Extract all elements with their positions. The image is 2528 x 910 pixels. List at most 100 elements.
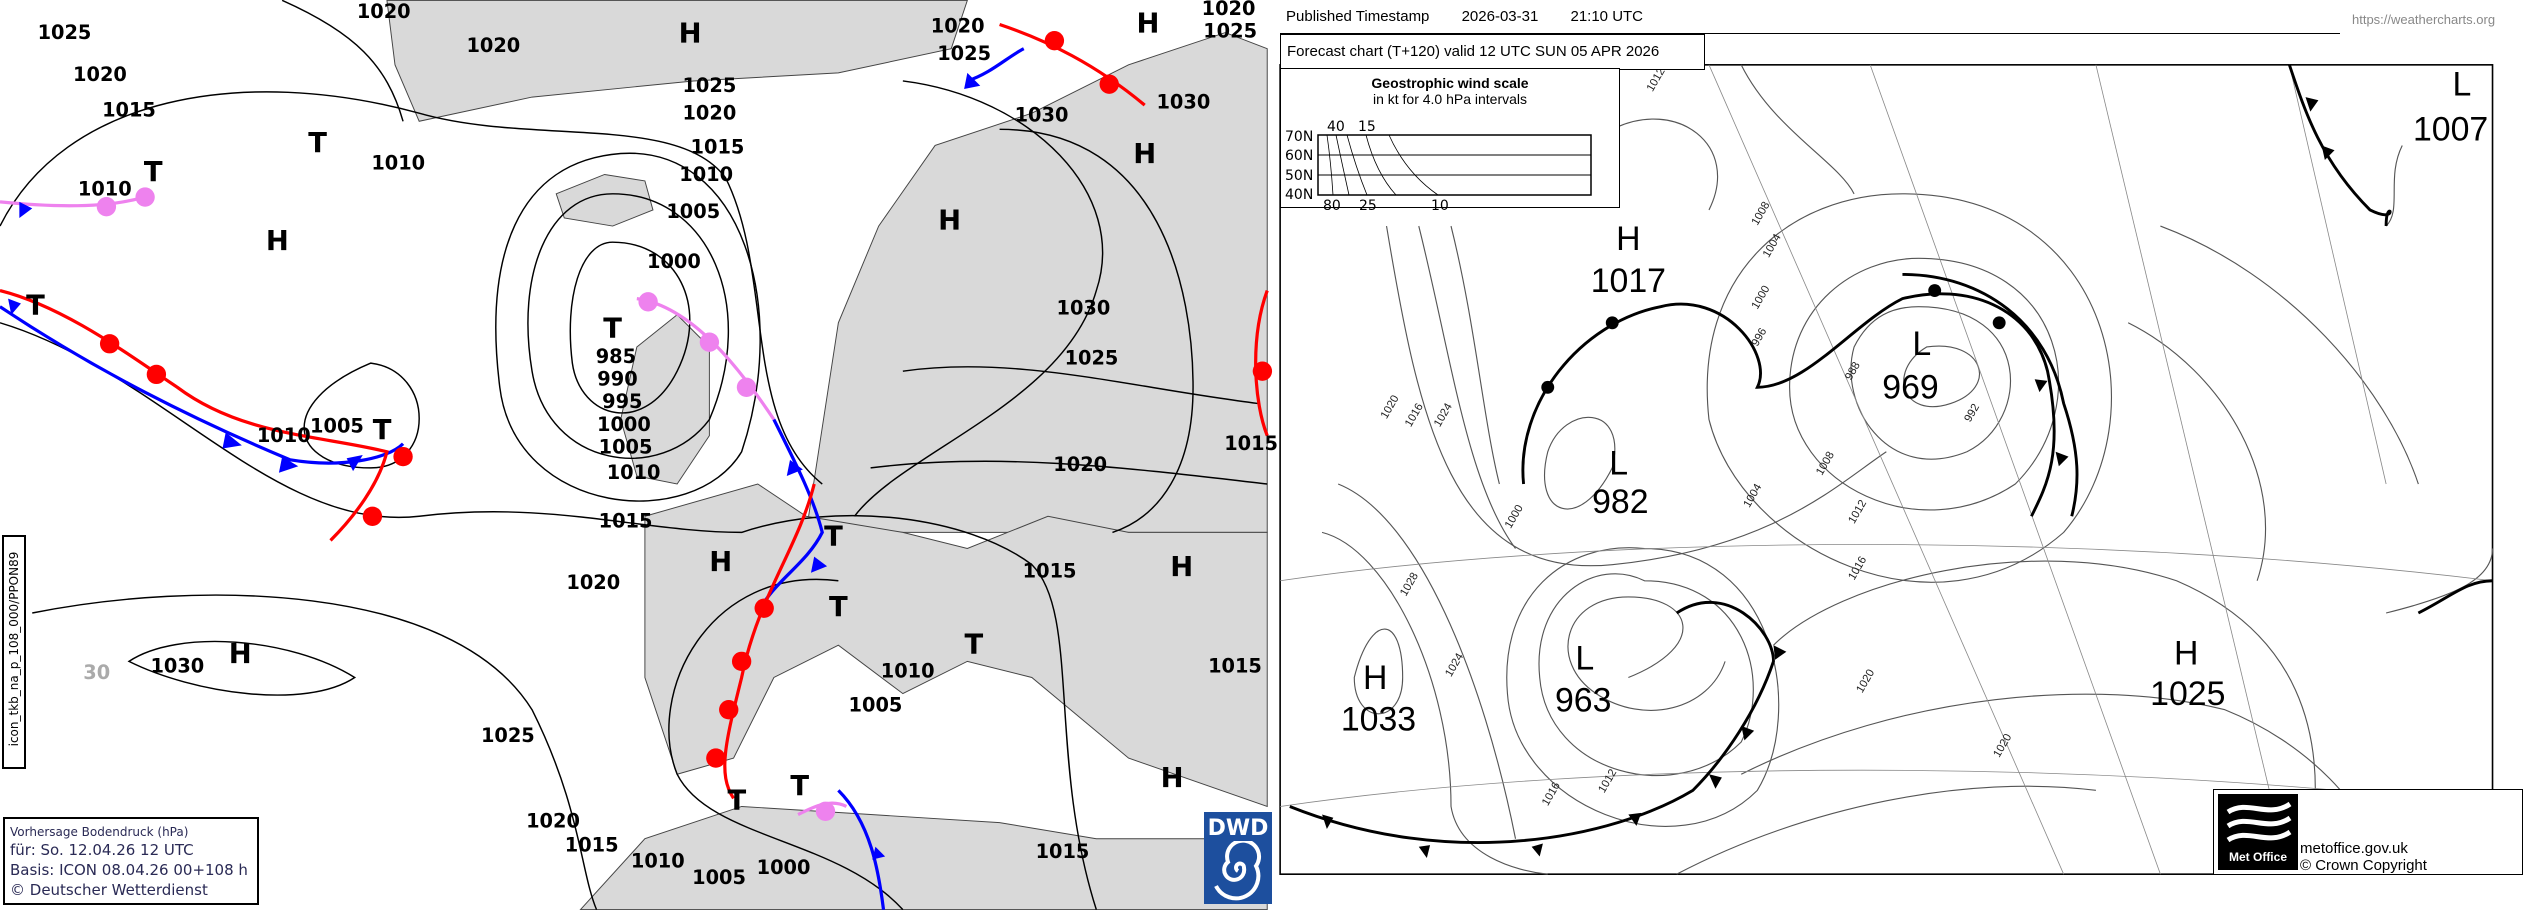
wind-scale-graph: 70N 60N 50N 40N 40 15 80 25 10 (1285, 119, 1592, 213)
bottom-10: 10 (1431, 198, 1449, 213)
high-centre-label: H (2174, 635, 2198, 673)
isobar-label: 995 (602, 390, 642, 413)
metoffice-copyright: © Crown Copyright (2300, 857, 2427, 874)
metoffice-centre-labels: H1017L969L982L963H1033H1025L100710121008… (1341, 65, 2488, 808)
cold-front-4 (966, 47, 1025, 83)
spiral-icon (1214, 838, 1262, 901)
isobar-label: 1015 (1224, 432, 1278, 455)
isobar-label: 1025 (1065, 347, 1119, 370)
isobar-label: 1025 (38, 21, 92, 44)
low-pressure-label: T (144, 157, 163, 188)
lat-60n: 60N (1285, 148, 1313, 164)
forecast-title-text: Forecast chart (T+120) valid 12 UTC SUN … (1287, 43, 1660, 60)
centre-pressure-value: 1033 (1341, 701, 1416, 739)
legend-title: Vorhersage Bodendruck (hPa) (10, 825, 189, 839)
centre-pressure-value: 1007 (2413, 111, 2488, 149)
dwd-logo-text: DWD (1207, 816, 1269, 841)
isobar-label: 1020 (526, 809, 580, 832)
isobar-label: 1015 (1036, 840, 1090, 863)
low-pressure-label: T (603, 313, 622, 344)
lat-40n: 40N (1285, 187, 1313, 203)
published-date: 2026-03-31 (1461, 8, 1539, 25)
top-15: 15 (1358, 119, 1376, 135)
isobar-label: 1005 (666, 200, 720, 223)
legend-basis: Basis: ICON 08.04.26 00+108 h (10, 861, 248, 879)
high-pressure-label: H (709, 547, 732, 578)
isobar-label: 990 (597, 368, 637, 391)
isobar-label: 1020 (566, 571, 620, 594)
metoffice-logo-box: Met Office metoffice.gov.uk © Crown Copyr… (2213, 789, 2523, 875)
centre-pressure-value: 1017 (1591, 262, 1666, 300)
dwd-logo: DWD (1204, 812, 1272, 904)
isobar-label: 1025 (1203, 19, 1257, 42)
dwd-legend: Vorhersage Bodendruck (hPa) für: So. 12.… (3, 817, 259, 905)
isobar-label: 1030 (1015, 103, 1069, 126)
metoffice-logo: Met Office (2218, 794, 2298, 870)
low-centre-label: L (1609, 444, 1628, 482)
lat-50n: 50N (1285, 168, 1313, 184)
forecast-title: Forecast chart (T+120) valid 12 UTC SUN … (1280, 34, 1705, 70)
high-pressure-label: H (938, 205, 961, 236)
isobar-label: 1030 (150, 655, 204, 678)
low-pressure-label: T (790, 771, 809, 802)
centre-pressure-value: 969 (1882, 369, 1938, 407)
cold-front-3 (837, 789, 886, 910)
iceland (555, 173, 654, 227)
isobar-label: 1020 (682, 102, 736, 125)
bottom-25: 25 (1359, 198, 1377, 213)
legend-valid: für: So. 12.04.26 12 UTC (10, 841, 194, 859)
isobar-label: 1010 (78, 177, 132, 200)
metoffice-logo-name: Met Office (2228, 850, 2287, 864)
wind-scale-title: Geostrophic wind scale (1371, 75, 1529, 91)
metoffice-site[interactable]: metoffice.gov.uk (2300, 840, 2408, 857)
isobar-label: 1010 (679, 163, 733, 186)
cold-front (0, 305, 405, 465)
metoffice-fronts (1289, 64, 2493, 859)
dwd-product-id: icon_tkb_na_p_108_000/PPON89 (2, 535, 26, 769)
published-time: 21:10 UTC (1570, 8, 1644, 25)
isobar-label: 1000 (647, 250, 701, 273)
isobar-label: 1010 (371, 152, 425, 175)
isobar-label: 1010 (631, 850, 685, 873)
isobar-label: 1025 (682, 74, 736, 97)
low-pressure-label: T (26, 291, 45, 322)
low-pressure-label: T (824, 521, 843, 552)
isobar-label: 1000 (757, 856, 811, 879)
isobar-label: 1020 (931, 15, 985, 38)
isobar-label: 1000 (597, 413, 651, 436)
high-pressure-label: H (1136, 9, 1159, 40)
centre-pressure-value: 1025 (2150, 675, 2225, 713)
published-timestamp-bar: Published Timestamp 2026-03-31 21:10 UTC (1280, 0, 2340, 34)
high-pressure-label: H (266, 226, 289, 257)
isobar-label: 1015 (691, 136, 745, 159)
wind-scale-subtitle: in kt for 4.0 hPa intervals (1372, 91, 1528, 107)
isobar-label: 1025 (481, 724, 535, 747)
high-pressure-label: H (1161, 763, 1184, 794)
isobar-label: 1020 (357, 0, 411, 23)
wind-scale-box: Geostrophic wind scale in kt for 4.0 hPa… (1280, 68, 1620, 213)
source-url[interactable]: https://weathercharts.org (2352, 12, 2496, 27)
top-40: 40 (1327, 119, 1345, 135)
isobar-label: 1020 (73, 63, 127, 86)
high-centre-label: H (1363, 659, 1387, 697)
greenland (386, 0, 968, 122)
isobar-label: 1015 (1023, 560, 1077, 583)
isobar-label: 1020 (1202, 0, 1256, 20)
low-centre-label: L (1912, 325, 1931, 363)
isobar-label: 1010 (881, 659, 935, 682)
high-pressure-label: H (1133, 139, 1156, 170)
published-label: Published Timestamp (1286, 8, 1430, 25)
cold-front-2 (756, 418, 824, 614)
isobar-label: 1005 (849, 693, 903, 716)
low-centre-label: L (2452, 65, 2471, 103)
isobar-label: 1030 (1156, 90, 1210, 113)
high-centre-label: H (1616, 220, 1640, 258)
isobar-label: 1005 (310, 414, 364, 437)
metoffice-grid (1280, 64, 2493, 875)
isobar-label: 1015 (599, 510, 653, 533)
legend-copyright: © Deutscher Wetterdienst (10, 881, 208, 899)
isobar-label: 1020 (466, 34, 520, 57)
centre-pressure-value: 963 (1555, 681, 1611, 719)
